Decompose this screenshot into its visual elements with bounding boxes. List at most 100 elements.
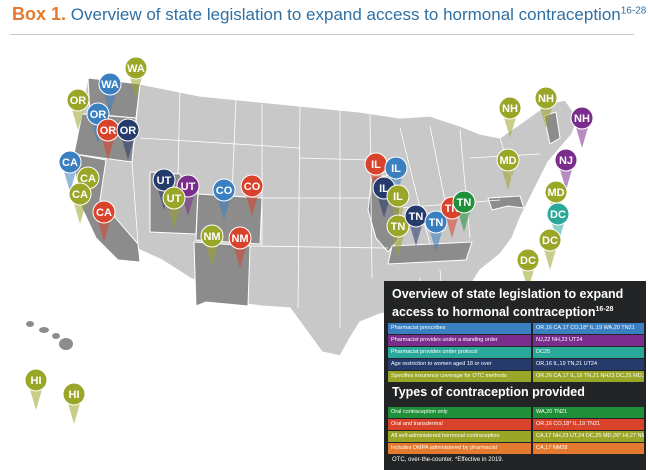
map-pin-nm: NM <box>228 226 252 268</box>
map-pin-tail <box>29 386 43 410</box>
legislation-row: Specifies insurance coverage for OTC met… <box>388 371 644 382</box>
map-pin-head <box>538 228 562 252</box>
legislation-states: OR,16 IL,19 TN,21 UT24 <box>533 359 644 370</box>
map-pin-nm: NM <box>200 224 224 266</box>
map-pin-label: NH <box>538 93 554 105</box>
map-pin-head <box>546 202 570 226</box>
contraception-row: All self-administered hormonal contracep… <box>388 431 644 442</box>
map-pin-tn: TN <box>452 190 476 232</box>
map-pin-tail <box>101 136 115 160</box>
map-pin-hi: HI <box>24 368 48 410</box>
map-pin-tail <box>409 222 423 246</box>
map-pin-head <box>384 156 408 180</box>
map-pin-tn: TN <box>424 210 448 252</box>
map-pin-tail <box>205 242 219 266</box>
map-pin-label: TN <box>391 221 406 233</box>
contraception-row: Oral contraception only WA,20 TN21 <box>388 407 644 418</box>
title-text: Overview of state legislation to expand … <box>70 5 621 24</box>
legislation-states: NJ,22 NH,23 UT24 <box>533 335 644 346</box>
legislation-row: Pharmacist prescribes OR,16 CA,17 CO,18* … <box>388 323 644 334</box>
map-pin-tail <box>245 192 259 216</box>
map-pin-nj: NJ <box>554 148 578 190</box>
map-pin-label: CA <box>80 173 96 185</box>
map-pin-head <box>98 72 122 96</box>
map-pin-label: TN <box>457 197 472 209</box>
legislation-row: Age restriction to women aged 18 or over… <box>388 359 644 370</box>
map-pin-tail <box>71 106 85 130</box>
map-pin-head <box>570 106 594 130</box>
map-pin-head <box>386 214 410 238</box>
map-pin-ca: CA <box>92 200 116 242</box>
map-pin-label: TN <box>409 211 424 223</box>
map-pin-tail <box>97 218 111 242</box>
legislation-states: DC25 <box>533 347 644 358</box>
map-pin-label: OR <box>120 125 137 137</box>
map-pin-head <box>124 56 148 80</box>
map-pin-label: HI <box>69 389 80 401</box>
map-pin-ca: CA <box>68 182 92 224</box>
map-pin-label: NH <box>502 103 518 115</box>
map-pin-label: UT <box>181 181 196 193</box>
map-pin-tail <box>501 166 515 190</box>
map-pin-dc: DC <box>538 228 562 270</box>
map-pin-tail <box>429 228 443 252</box>
map-pin-tail <box>521 266 535 290</box>
map-pin-nh: NH <box>534 86 558 128</box>
map-pin-label: UT <box>157 175 172 187</box>
map-pin-tail <box>559 166 573 190</box>
contraception-row: Oral and transdermal OR,16 CO,18* IL,19 T… <box>388 419 644 430</box>
map-pin-head <box>212 178 236 202</box>
map-pin-head <box>200 224 224 248</box>
map-pin-tail <box>457 208 471 232</box>
header: Box 1. Overview of state legislation to … <box>0 0 648 36</box>
map-pin-or: OR <box>116 118 140 160</box>
map-pin-label: CA <box>72 189 88 201</box>
contraception-states: CA,17 NH,23 UT,24 DC,25 MD,26* HI,27 NM2… <box>533 431 644 442</box>
legislation-states: OR,16 CA,17 CO,18* IL,19 WA,20 TN21 <box>533 323 644 334</box>
map-pin-label: IL <box>393 191 403 203</box>
map-pin-head <box>62 382 86 406</box>
contraception-label: Includes DMPA administered by pharmacist <box>388 443 531 454</box>
map-pin-tail <box>67 400 81 424</box>
contraception-label: All self-administered hormonal contracep… <box>388 431 531 442</box>
contraception-states: OR,16 CO,18* IL,19 TN21 <box>533 419 644 430</box>
legislation-label: Pharmacist prescribes <box>388 323 531 334</box>
map-pin-label: DC <box>520 255 536 267</box>
map-pin-label: OR <box>100 125 117 137</box>
map-pin-label: MD <box>547 187 564 199</box>
map-pin-label: NJ <box>559 155 573 167</box>
map-pin-tail <box>543 246 557 270</box>
legislation-row: Pharmacist provides under a standing ord… <box>388 335 644 346</box>
map-pin-head <box>452 190 476 214</box>
map-pin-label: NM <box>203 231 220 243</box>
map-pin-tail <box>129 74 143 98</box>
map-pin-tail <box>445 214 459 238</box>
map-pin-head <box>68 182 92 206</box>
map-pin-co: CO <box>212 178 236 220</box>
map-pin-tail <box>233 244 247 268</box>
map-pin-tail <box>167 204 181 228</box>
map-pin-nh: NH <box>570 106 594 148</box>
footnote: OTC, over-the-counter. *Effective in 201… <box>392 457 504 463</box>
map-pin-tail <box>103 90 117 114</box>
contraception-states: CA,17 NM28 <box>533 443 644 454</box>
legislation-label: Specifies insurance coverage for OTC met… <box>388 371 531 382</box>
map-pin-label: UT <box>167 193 182 205</box>
map-pin-tail <box>63 168 77 192</box>
map-pin-head <box>152 168 176 192</box>
map-pin-md: MD <box>496 148 520 190</box>
map-pin-tail <box>391 232 405 256</box>
map-pin-head <box>534 86 558 110</box>
map-pin-tail <box>575 124 589 148</box>
legend-panel: Overview of state legislation to expand … <box>384 281 646 470</box>
legislation-label: Age restriction to women aged 18 or over <box>388 359 531 370</box>
map-pin-label: OR <box>90 109 107 121</box>
map-pin-label: CA <box>96 207 112 219</box>
map-pin-label: HI <box>31 375 42 387</box>
map-pin-or: OR <box>66 88 90 130</box>
map-pin-dc: DC <box>516 248 540 290</box>
map-pin-label: WA <box>101 79 119 91</box>
map-pin-head <box>92 200 116 224</box>
legislation-label: Pharmacist provides under protocol <box>388 347 531 358</box>
map-pin-tail <box>121 136 135 160</box>
